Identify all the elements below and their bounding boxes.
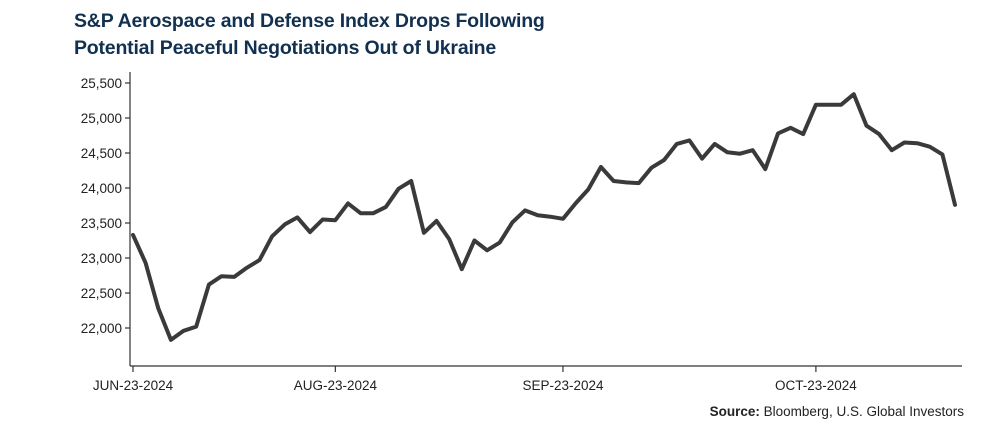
series-group [131,92,957,342]
source-label: Source: [709,404,760,419]
chart-axes [129,72,962,367]
x-tick-label: OCT-23-2024 [775,378,857,393]
series-line [131,92,957,342]
y-tick-label: 22,500 [81,286,122,301]
source-text: Bloomberg, U.S. Global Investors [763,404,964,419]
y-axis-ticks: 22,000 22,500 23,000 23,500 24,000 24,500 25,0… [81,76,130,336]
chart-title: S&P Aerospace and Defense Index Drops Fo… [74,8,545,62]
y-tick-label: 25,000 [81,111,122,126]
y-tick-label: 24,000 [81,181,122,196]
x-tick-label: JUN-23-2024 [93,378,174,393]
x-tick-label: SEP-23-2024 [522,378,604,393]
y-tick-label: 23,000 [81,251,122,266]
y-tick-label: 24,500 [81,146,122,161]
chart-title-line-2: Potential Peaceful Negotiations Out of U… [74,37,497,59]
x-tick-label: AUG-23-2024 [294,378,378,393]
source-note: Source: Bloomberg, U.S. Global Investors [710,404,964,419]
y-tick-label: 23,500 [81,216,122,231]
chart-title-line-1: S&P Aerospace and Defense Index Drops Fo… [74,10,545,32]
y-tick-label: 22,000 [81,321,122,336]
y-tick-label: 25,500 [81,76,122,91]
x-axis-ticks: JUN-23-2024 AUG-23-2024 SEP-23-2024 OCT-23-… [93,366,857,393]
